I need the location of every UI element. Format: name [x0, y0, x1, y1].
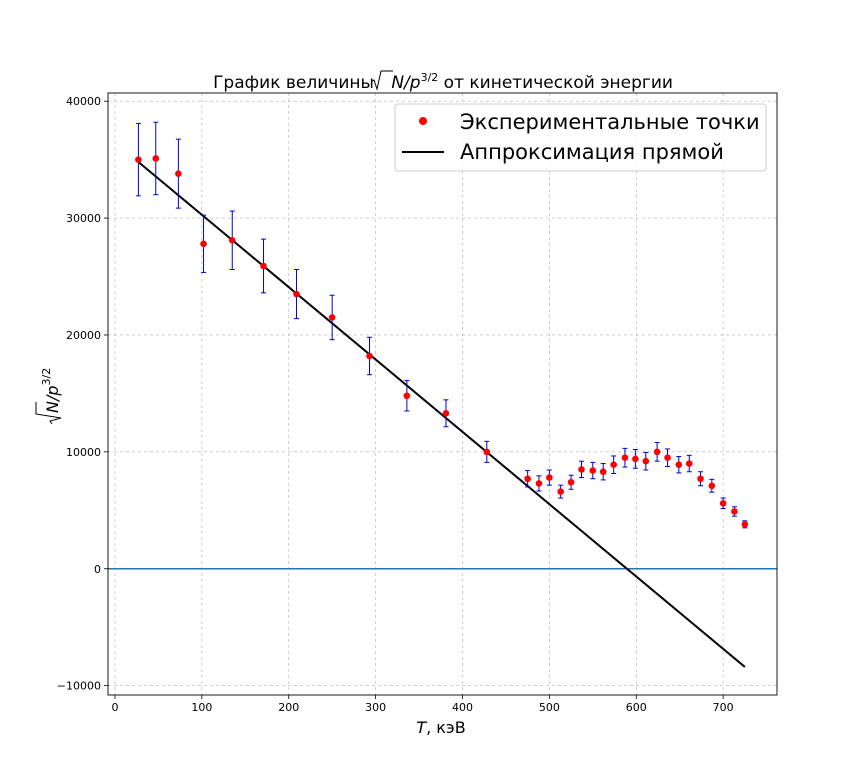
data-point — [685, 460, 693, 467]
data-point — [621, 454, 629, 462]
data-point — [200, 240, 207, 248]
data-point — [135, 156, 142, 163]
data-point — [175, 170, 182, 177]
plot-background — [108, 93, 777, 695]
legend-box — [394, 103, 767, 172]
data-point — [328, 314, 336, 321]
data-point — [228, 236, 236, 244]
ylabel-sqrt-sign — [35, 402, 62, 425]
data-point — [632, 455, 639, 463]
x-tick-label: 400 — [452, 701, 473, 714]
legend-label-points: Экспериментальные точки — [460, 110, 760, 134]
data-point — [741, 521, 749, 528]
data-point — [589, 467, 597, 474]
y-tick-label: 40000 — [66, 95, 101, 108]
data-point — [578, 466, 585, 473]
y-tick-label: 20000 — [66, 329, 101, 342]
y-axis-label: N/p3/2 — [35, 368, 62, 425]
x-tick-label: 600 — [626, 701, 647, 714]
data-point — [697, 475, 704, 483]
data-point — [567, 478, 575, 486]
y-tick-label: 30000 — [66, 212, 101, 225]
data-point — [535, 480, 543, 487]
y-tick-label: 0 — [94, 563, 101, 576]
data-point — [442, 409, 450, 417]
data-point — [719, 499, 727, 507]
points-layer — [135, 155, 749, 528]
data-point — [599, 468, 607, 476]
data-point — [653, 448, 661, 456]
x-tick-label: 300 — [365, 701, 386, 714]
legend-label-fit: Аппроксимация прямой — [460, 140, 724, 164]
title-sqrt-var: N — [391, 73, 404, 93]
x-tick-label: 200 — [278, 701, 299, 714]
data-point — [366, 352, 373, 360]
data-point — [642, 457, 650, 465]
data-point — [708, 482, 716, 490]
grid — [108, 93, 777, 695]
data-point — [675, 461, 683, 469]
x-tick-label: 0 — [111, 701, 118, 714]
y-ticks: −10000 0 10000 20000 30000 40000 — [57, 95, 108, 693]
data-point — [483, 448, 491, 456]
y-tick-label: 10000 — [66, 446, 101, 459]
title-sqrt-sign — [370, 70, 393, 91]
fit-line-layer — [137, 161, 746, 668]
data-point — [524, 475, 531, 483]
x-tick-label: 700 — [713, 701, 734, 714]
data-point — [403, 392, 411, 400]
svg-text:N/p3/2: N/p3/2 — [40, 368, 62, 413]
x-tick-label: 100 — [191, 701, 212, 714]
x-axis-label: T, кэВ — [416, 718, 465, 737]
data-point — [610, 461, 617, 469]
chart-title: График величины N/p3/2 от кинетической э… — [213, 71, 673, 93]
x-ticks: 0 100 200 300 400 500 600 700 — [111, 695, 734, 714]
y-tick-label: −10000 — [57, 680, 101, 693]
legend: Экспериментальные точки Аппроксимация пр… — [394, 103, 767, 172]
data-point — [546, 474, 553, 481]
data-point — [731, 508, 738, 515]
data-point — [557, 488, 564, 495]
data-point — [293, 290, 300, 298]
plot-frame — [107, 92, 778, 696]
data-point — [152, 155, 160, 162]
fit-line — [137, 161, 746, 668]
data-point — [260, 262, 267, 270]
data-point — [664, 454, 671, 462]
legend-marker-points — [419, 117, 427, 125]
x-tick-label: 500 — [539, 701, 560, 714]
